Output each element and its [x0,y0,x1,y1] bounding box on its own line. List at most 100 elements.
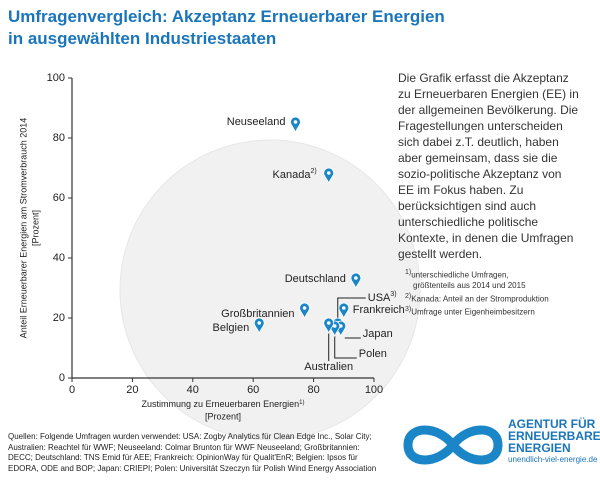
footnote-mark: 2) [405,292,412,300]
description-line: sich dabei z.T. deutlich, haben [398,135,559,149]
point-label: Großbritannien [221,308,294,320]
y-axis-title: Anteil Erneuerbarer Energien am Stromver… [18,118,28,339]
pin [323,317,335,335]
source-line: DECC; Deutschland: TNS Emid für AEE; Fra… [8,453,358,462]
globe-background [120,140,420,440]
point-label: Neuseeland [227,116,286,128]
pin-dot [342,306,346,310]
point [323,317,335,335]
title-line: Umfragenvergleich: Akzeptanz Erneuerbare… [8,7,445,26]
point-label-note: 3) [390,291,396,298]
footnote-line: 2)Kanada: Anteil an der Stromproduktion [405,292,595,305]
description-line: aber gemeinsam, dass sie die [398,151,558,165]
description-line: sozio-politische Akzeptanz von [398,167,562,181]
point [338,302,350,320]
pin-dot [354,276,358,280]
footnote: 2)Kanada: Anteil an der Stromproduktion [405,292,595,305]
leader-line [334,334,357,359]
title-line: in ausgewählten Industriestaaten [8,29,277,48]
logo-infinity [403,425,503,465]
description-line: gestellt werden. [398,247,483,261]
pin [323,167,335,185]
source-line: Quellen: Folgende Umfragen wurden verwen… [8,432,372,441]
y-tick-label: 40 [53,252,65,264]
pin [350,272,362,290]
footnote-text: Kanada: Anteil an der Stromproduktion [411,294,549,304]
point-label-text: Kanada [273,169,312,181]
x-axis-title-text: Zustimmung zu Erneuerbaren Energien [142,399,300,409]
point-label: Kanada2) [273,168,317,181]
description-line: EE im Fokus haben. Zu [398,183,524,197]
pin-dot [302,306,307,310]
footnote-mark: 1) [405,269,412,276]
description-line: unterschiedliche politische [398,215,539,229]
source-line: Australien: Reachtel für WWF; Neuseeland… [8,442,360,452]
footnote-text: größtenteils aus 2014 und 2015 [413,280,526,290]
y-tick-label: 80 [53,132,65,144]
pin-dot [332,324,337,328]
footnote-line: größtenteils aus 2014 und 2015 [405,281,595,291]
point-label: USA3) [368,291,397,304]
sources: Quellen: Folgende Umfragen wurden verwen… [8,432,393,474]
pin-dot [326,171,331,175]
point-label-text: Deutschland [285,273,346,285]
footnote-line: 1)unterschiedliche Umfragen, [405,268,595,281]
logo-line: ENERGIEN [508,441,571,455]
x-tick-label: 80 [307,384,319,396]
description-line: zu Erneuerbaren Energien (EE) in [398,87,579,101]
logo-line: AGENTUR FÜR [508,417,596,431]
point-label: Deutschland [285,273,346,285]
pin-dot [257,321,262,325]
x-axis-title-note: 1) [299,400,304,406]
point-label: Polen [359,348,387,360]
point [290,116,301,134]
y-tick-label: 100 [47,72,65,84]
point-label: Australien [304,361,353,373]
point-label-text: Polen [359,348,387,360]
x-tick-label: 20 [126,384,138,396]
footnote-text: Umfrage unter Eigenheimbesitzern [411,307,535,317]
globe-outline [119,139,421,441]
y-tick-label: 0 [59,372,65,384]
logo-url: unendlich-viel-energie.de [508,455,598,464]
footnote-line: 3)Umfrage unter Eigenheimbesitzern [405,305,595,318]
point [253,317,265,335]
point-label-text: USA [368,292,391,304]
x-axis-title: Zustimmung zu Erneuerbaren Energien1) [142,399,305,409]
description-line: Kontexte, in denen die Umfragen [398,231,574,245]
point [299,302,310,320]
pin [338,302,350,320]
description-line: berücksichtigen sind auch [398,199,537,213]
footnote: 3)Umfrage unter Eigenheimbesitzern [405,305,595,318]
footnote-text: unterschiedliche Umfragen, [411,270,509,280]
pin [299,302,310,320]
point-label: Frankreich [353,304,405,316]
leader-line [337,297,366,327]
x-tick-label: 60 [247,384,259,396]
logo-symbol [403,425,503,465]
point [350,272,362,290]
x-tick-label: 40 [187,384,199,396]
point-label-note: 2) [310,168,316,175]
point-label-text: Großbritannien [221,308,294,320]
source-line: EDORA, ODE and BOP; Japan: CRIEPI; Polen… [8,463,377,473]
x-axis-title-unit: [Prozent] [205,411,241,421]
y-tick-label: 60 [53,192,65,204]
point-label-text: Belgien [213,322,250,334]
point [323,167,335,185]
footnote: 1)unterschiedliche Umfragen, größtenteils… [405,268,595,291]
description-line: Fragestellungen unterscheiden [398,119,563,133]
description-line: der allgemeinen Bevölkerung. Die [398,103,579,117]
logo: AGENTUR FÜR ERNEUERBARE ENERGIEN unendlich-… [508,418,600,466]
x-tick-label: 0 [69,384,75,396]
pin [290,116,301,134]
y-axis-title-unit: [Prozent] [30,210,40,246]
logo-line: ERNEUERBARE [508,429,600,443]
point-label-text: Frankreich [353,304,405,316]
x-tick-label: 100 [365,384,383,396]
point-label-text: Japan [363,328,393,340]
description-line: Die Grafik erfasst die Akzeptanz [398,71,569,85]
pin [253,317,265,335]
point-label: Japan [363,328,393,340]
